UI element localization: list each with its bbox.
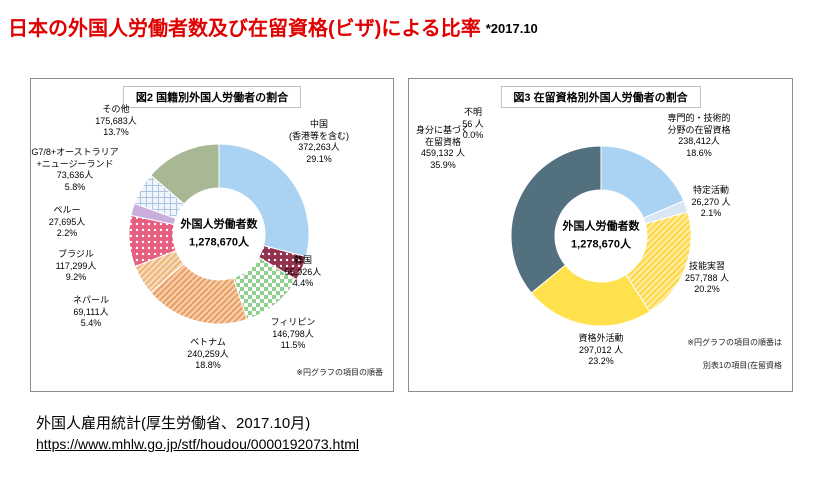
segment-label-status-based: 身分に基づく 在留資格 459,132 人 35.9% xyxy=(415,125,471,171)
visa-status-donut-chart xyxy=(510,145,692,327)
source-link[interactable]: https://www.mhlw.go.jp/stf/houdou/000019… xyxy=(36,436,359,452)
segment-label-philippines: フィリピン 146,798人 11.5% xyxy=(270,317,316,351)
segment-label-trainee: 技能実習 257,788 人 20.2% xyxy=(684,261,730,295)
segment-label-designated: 特定活動 26,270 人 2.1% xyxy=(691,185,731,219)
segment-label-professional: 専門的・技術的 分野の在留資格 238,412人 18.6% xyxy=(667,113,731,159)
pie-segment-5 xyxy=(510,145,602,294)
pie-segment-4 xyxy=(530,264,651,327)
chart-title-fig2: 図2 国籍別外国人労働者の割合 xyxy=(122,86,302,108)
nationality-donut-chart xyxy=(128,143,310,325)
page-title: 日本の外国人労働者数及び在留資格(ビザ)による比率 *2017.10 xyxy=(8,12,538,41)
segment-label-unknown: 不明 56 人 0.0% xyxy=(462,107,484,141)
chart-title-fig3: 図3 在留資格別外国人労働者の割合 xyxy=(500,86,701,108)
total-label: 外国人労働者数 xyxy=(180,218,258,231)
total-value: 1,278,670人 xyxy=(189,236,249,248)
segment-label-brazil: ブラジル 117,299人 9.2% xyxy=(55,249,97,283)
pie-segment-8 xyxy=(150,143,220,205)
total-value: 1,278,670人 xyxy=(571,238,631,250)
segment-label-other: その他 175,683人 13.7% xyxy=(95,104,137,138)
pie-segment-0 xyxy=(218,143,310,258)
segment-label-china: 中国 (香港等を含む) 372,263人 29.1% xyxy=(289,119,349,165)
chart-center-total: 外国人労働者数 1,278,670人 xyxy=(181,216,258,251)
segment-label-korea: 韓国 55,926人 4.4% xyxy=(284,255,322,289)
chart-panel-visa-status: 図3 在留資格別外国人労働者の割合 外国人労働者数 1,278,670人 不明 5… xyxy=(408,78,793,392)
chart-footnote-fig2: ※円グラフの項目の順番 xyxy=(296,368,383,377)
segment-label-nepal: ネパール 69,111人 5.4% xyxy=(72,295,110,329)
segment-label-peru: ペルー 27,695人 2.2% xyxy=(48,205,86,239)
chart-center-total: 外国人労働者数 1,278,670人 xyxy=(563,218,640,253)
total-label: 外国人労働者数 xyxy=(562,220,640,233)
chart-panel-nationality: 図2 国籍別外国人労働者の割合 外国人労働者数 1,278,670人 その他 17… xyxy=(30,78,394,392)
source-text: 外国人雇用統計(厚生労働省、2017.10月) xyxy=(36,415,311,432)
title-date-note: *2017.10 xyxy=(485,21,538,36)
page-title-text: 日本の外国人労働者数及び在留資格(ビザ)による比率 xyxy=(8,18,481,40)
chart-footnote-fig3: ※円グラフの項目の順番は 別表1の項目(在留資格 xyxy=(687,338,782,371)
segment-label-g78: G7/8+オーストラリア +ニュージーランド 73,636人 5.8% xyxy=(31,147,119,193)
segment-label-vietnam: ベトナム 240,259人 18.8% xyxy=(187,337,229,371)
segment-label-outside-status: 資格外活動 297,012 人 23.2% xyxy=(578,333,624,367)
